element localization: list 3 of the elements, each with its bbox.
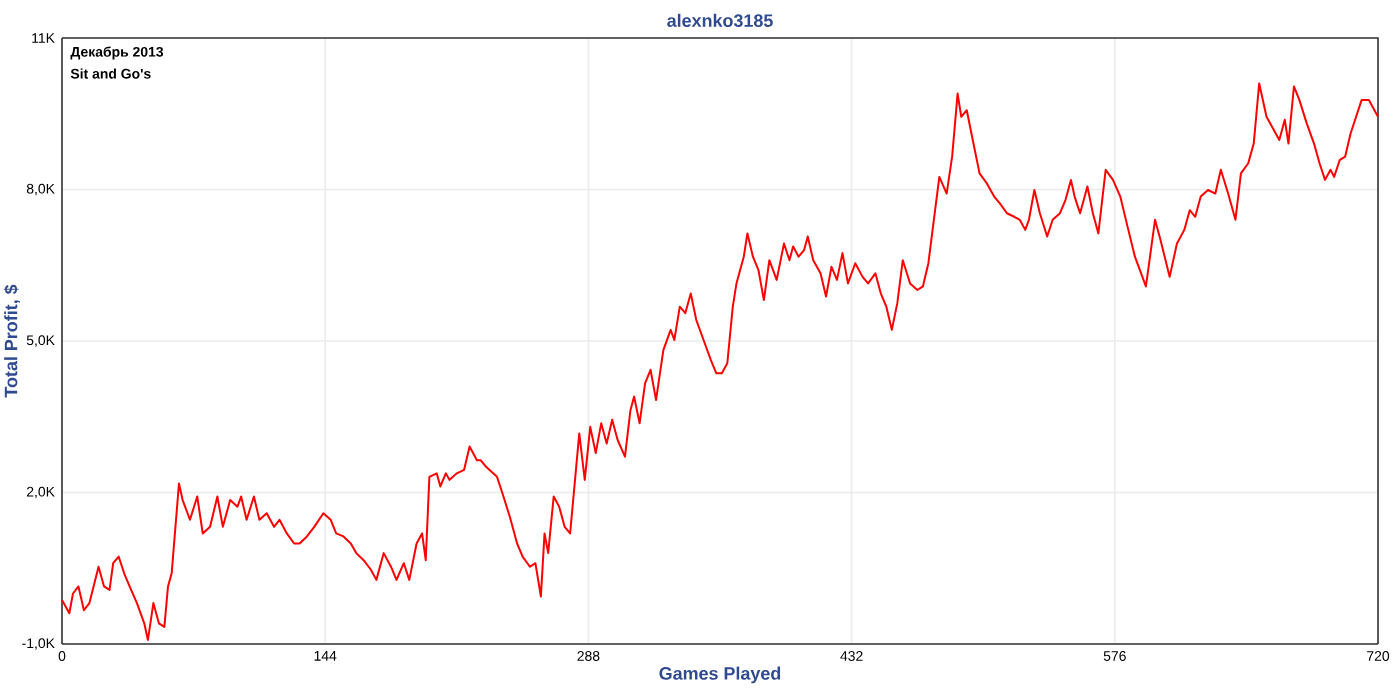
y-axis-title: Total Profit, $ (3, 284, 20, 398)
x-axis-title: Games Played (659, 666, 781, 684)
chart-title: alexnko3185 (667, 13, 773, 27)
